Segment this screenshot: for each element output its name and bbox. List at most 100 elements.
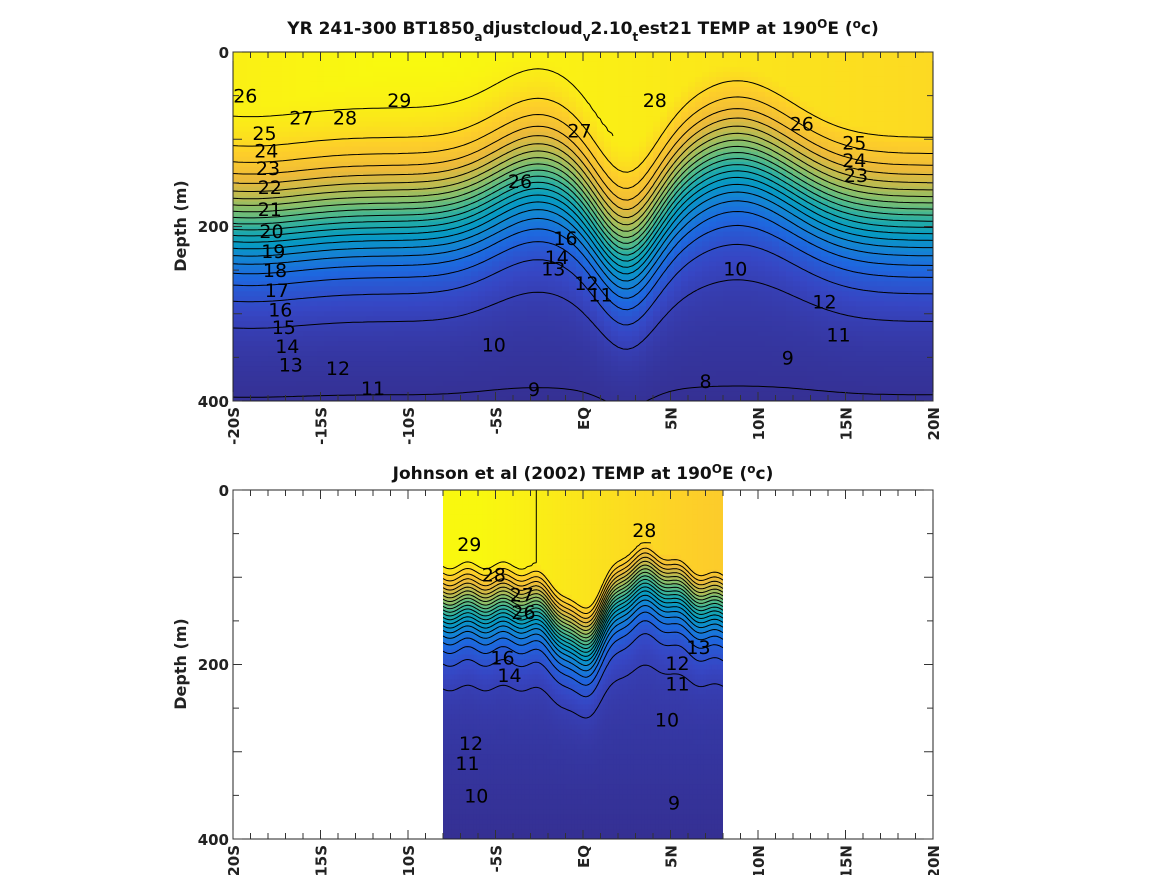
heat-cell bbox=[590, 106, 598, 113]
heat-cell bbox=[492, 271, 500, 278]
heat-cell bbox=[499, 81, 507, 88]
heat-cell bbox=[632, 316, 640, 323]
heat-cell bbox=[352, 136, 360, 143]
heat-cell bbox=[289, 186, 297, 193]
heat-cell bbox=[513, 201, 521, 208]
heat-cell bbox=[618, 386, 626, 392]
heat-cell bbox=[527, 381, 535, 387]
heat-cell bbox=[422, 191, 430, 198]
heat-cell bbox=[534, 136, 542, 143]
heat-cell bbox=[331, 171, 339, 178]
heat-cell bbox=[723, 261, 731, 268]
heat-cell bbox=[268, 56, 276, 63]
heat-cell bbox=[464, 331, 472, 337]
heat-cell bbox=[513, 356, 521, 362]
heat-cell bbox=[667, 181, 675, 188]
heat-cell bbox=[450, 241, 458, 248]
heat-cell bbox=[331, 61, 339, 68]
heat-cell bbox=[520, 141, 528, 148]
heat-cell bbox=[436, 341, 444, 347]
heat-cell bbox=[373, 116, 381, 123]
heat-cell bbox=[709, 86, 717, 93]
heat-cell bbox=[723, 291, 731, 298]
heat-cell bbox=[695, 316, 703, 323]
heat-cell bbox=[667, 311, 675, 318]
heat-cell bbox=[583, 266, 591, 273]
heat-cell bbox=[450, 211, 458, 218]
heat-cell bbox=[317, 251, 325, 258]
heat-cell bbox=[632, 201, 640, 208]
heat-cell bbox=[562, 316, 570, 323]
heat-cell bbox=[233, 386, 241, 392]
heat-cell bbox=[534, 181, 542, 188]
heat-cell bbox=[268, 186, 276, 193]
heat-cell bbox=[303, 376, 311, 382]
heat-cell bbox=[436, 381, 444, 387]
heat-cell bbox=[604, 236, 612, 243]
heat-cell bbox=[576, 321, 584, 328]
heat-cell bbox=[310, 356, 318, 362]
heat-cell bbox=[471, 306, 479, 313]
heat-cell bbox=[394, 311, 402, 318]
heat-cell bbox=[660, 361, 668, 367]
heat-cell bbox=[527, 341, 535, 347]
heat-cell bbox=[408, 191, 416, 198]
heat-cell bbox=[450, 56, 458, 63]
heat-cell bbox=[387, 166, 395, 173]
heat-cell bbox=[702, 111, 710, 118]
heat-cell bbox=[555, 316, 563, 323]
heat-cell bbox=[331, 156, 339, 163]
heat-cell bbox=[569, 106, 577, 113]
heat-cell bbox=[464, 326, 472, 332]
heat-cell bbox=[723, 211, 731, 218]
heat-cell bbox=[471, 356, 479, 362]
heat-cell bbox=[422, 366, 430, 372]
heat-cell bbox=[338, 66, 346, 73]
heat-cell bbox=[471, 196, 479, 203]
heat-cell bbox=[240, 206, 248, 213]
heat-cell bbox=[702, 76, 710, 83]
heat-cell bbox=[716, 266, 724, 273]
heat-cell bbox=[324, 171, 332, 178]
heat-cell bbox=[352, 221, 360, 228]
heat-cell bbox=[541, 286, 549, 293]
heat-cell bbox=[422, 116, 430, 123]
heat-cell bbox=[702, 286, 710, 293]
heat-cell bbox=[247, 136, 255, 143]
heat-cell bbox=[387, 326, 395, 332]
heat-cell bbox=[282, 56, 290, 63]
heat-cell bbox=[625, 341, 633, 347]
heat-cell bbox=[667, 136, 675, 143]
heat-cell bbox=[534, 276, 542, 283]
heat-cell bbox=[604, 376, 612, 382]
heat-cell bbox=[443, 266, 451, 273]
heat-cell bbox=[618, 146, 626, 153]
heat-cell bbox=[394, 131, 402, 138]
heat-cell bbox=[716, 236, 724, 243]
heat-cell bbox=[450, 351, 458, 357]
heat-cell bbox=[555, 81, 563, 88]
heat-cell bbox=[534, 221, 542, 228]
heat-cell bbox=[555, 391, 563, 397]
heat-cell bbox=[261, 101, 269, 108]
heat-cell bbox=[387, 311, 395, 318]
heat-cell bbox=[695, 241, 703, 248]
heat-cell bbox=[618, 141, 626, 148]
heat-cell bbox=[499, 316, 507, 323]
heat-cell bbox=[359, 381, 367, 387]
heat-cell bbox=[646, 181, 654, 188]
heat-cell bbox=[359, 56, 367, 63]
heat-cell bbox=[723, 136, 731, 143]
heat-cell bbox=[471, 251, 479, 258]
heat-cell bbox=[548, 336, 556, 342]
heat-cell bbox=[310, 171, 318, 178]
heat-cell bbox=[247, 341, 255, 347]
heat-cell bbox=[492, 216, 500, 223]
heat-cell bbox=[310, 251, 318, 258]
heat-cell bbox=[478, 321, 486, 328]
heat-cell bbox=[555, 56, 563, 63]
heat-cell bbox=[583, 126, 591, 133]
heat-cell bbox=[513, 271, 521, 278]
heat-cell bbox=[723, 116, 731, 123]
heat-cell bbox=[233, 126, 241, 133]
